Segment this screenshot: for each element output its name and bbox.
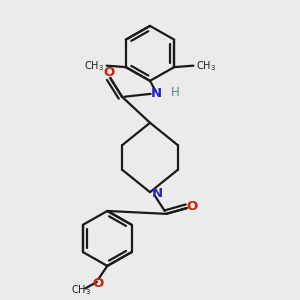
Text: H: H — [171, 86, 179, 99]
Text: N: N — [152, 187, 163, 200]
Text: N: N — [150, 87, 161, 101]
Text: CH$_3$: CH$_3$ — [84, 59, 104, 73]
Text: CH$_3$: CH$_3$ — [71, 283, 91, 297]
Text: O: O — [92, 277, 104, 290]
Text: O: O — [103, 66, 114, 79]
Text: CH$_3$: CH$_3$ — [196, 59, 216, 73]
Text: O: O — [187, 200, 198, 213]
